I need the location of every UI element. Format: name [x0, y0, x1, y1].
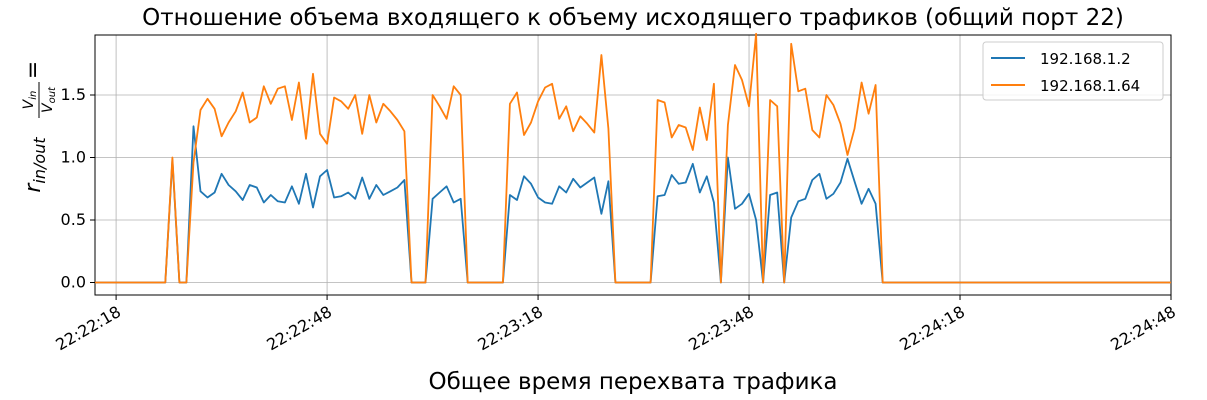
x-tick-label: 22:22:18	[52, 302, 124, 354]
series-line-192.168.1.2	[95, 125, 1171, 284]
x-tick-label: 22:23:18	[474, 302, 546, 354]
chart-title: Отношение объема входящего к объему исхо…	[142, 5, 1124, 31]
y-label-r-sub: in/out	[30, 137, 49, 184]
legend: 192.168.1.2 192.168.1.64	[982, 41, 1164, 101]
plot-area-frame	[94, 34, 1172, 296]
series-line-192.168.1.64	[95, 32, 1171, 284]
legend-box	[982, 41, 1164, 101]
legend-label-192.168.1.2: 192.168.1.2	[1040, 50, 1131, 68]
y-tick-label: 0.0	[61, 273, 86, 292]
y-label-r: r	[21, 182, 46, 193]
y-tick-label: 1.5	[61, 85, 86, 104]
y-axis-label-formula: = Vin Vout	[21, 61, 58, 118]
x-axis-label: Общее время перехвата трафика	[428, 369, 837, 395]
x-axis: 22:22:18 22:22:48 22:23:18 22:23:48 22:24:18…	[52, 295, 1179, 354]
y-label-denominator: Vout	[40, 86, 58, 113]
y-label-numerator: Vin	[21, 91, 39, 110]
x-tick-label: 22:22:48	[263, 302, 335, 354]
svg-text:rin/out: rin/out	[21, 137, 49, 193]
x-tick-label: 22:24:48	[1107, 302, 1179, 354]
x-tick-label: 22:24:18	[896, 302, 968, 354]
x-tick-label: 22:23:48	[685, 302, 757, 354]
y-tick-label: 0.5	[61, 210, 86, 229]
y-axis: 0.0 0.5 1.0 1.5	[61, 85, 95, 292]
y-label-eq: =	[21, 61, 46, 79]
y-tick-label: 1.0	[61, 148, 86, 167]
series-group	[95, 32, 1171, 284]
legend-label-192.168.1.64: 192.168.1.64	[1040, 77, 1140, 95]
y-axis-label: rin/out	[21, 137, 49, 193]
